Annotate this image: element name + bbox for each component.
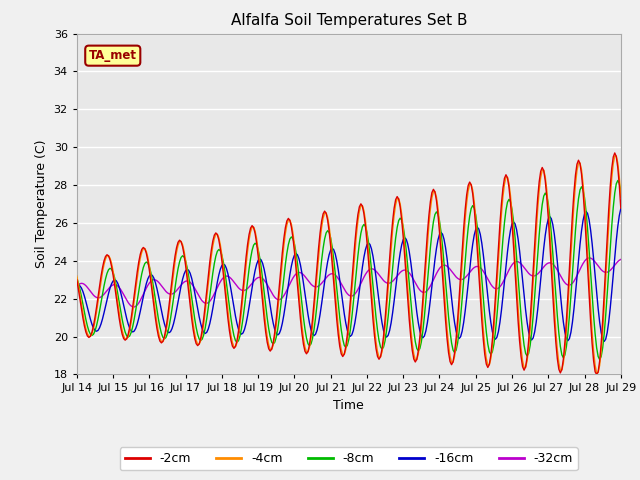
Legend: -2cm, -4cm, -8cm, -16cm, -32cm: -2cm, -4cm, -8cm, -16cm, -32cm — [120, 447, 578, 470]
Text: TA_met: TA_met — [89, 49, 137, 62]
Y-axis label: Soil Temperature (C): Soil Temperature (C) — [35, 140, 48, 268]
Title: Alfalfa Soil Temperatures Set B: Alfalfa Soil Temperatures Set B — [230, 13, 467, 28]
X-axis label: Time: Time — [333, 399, 364, 412]
